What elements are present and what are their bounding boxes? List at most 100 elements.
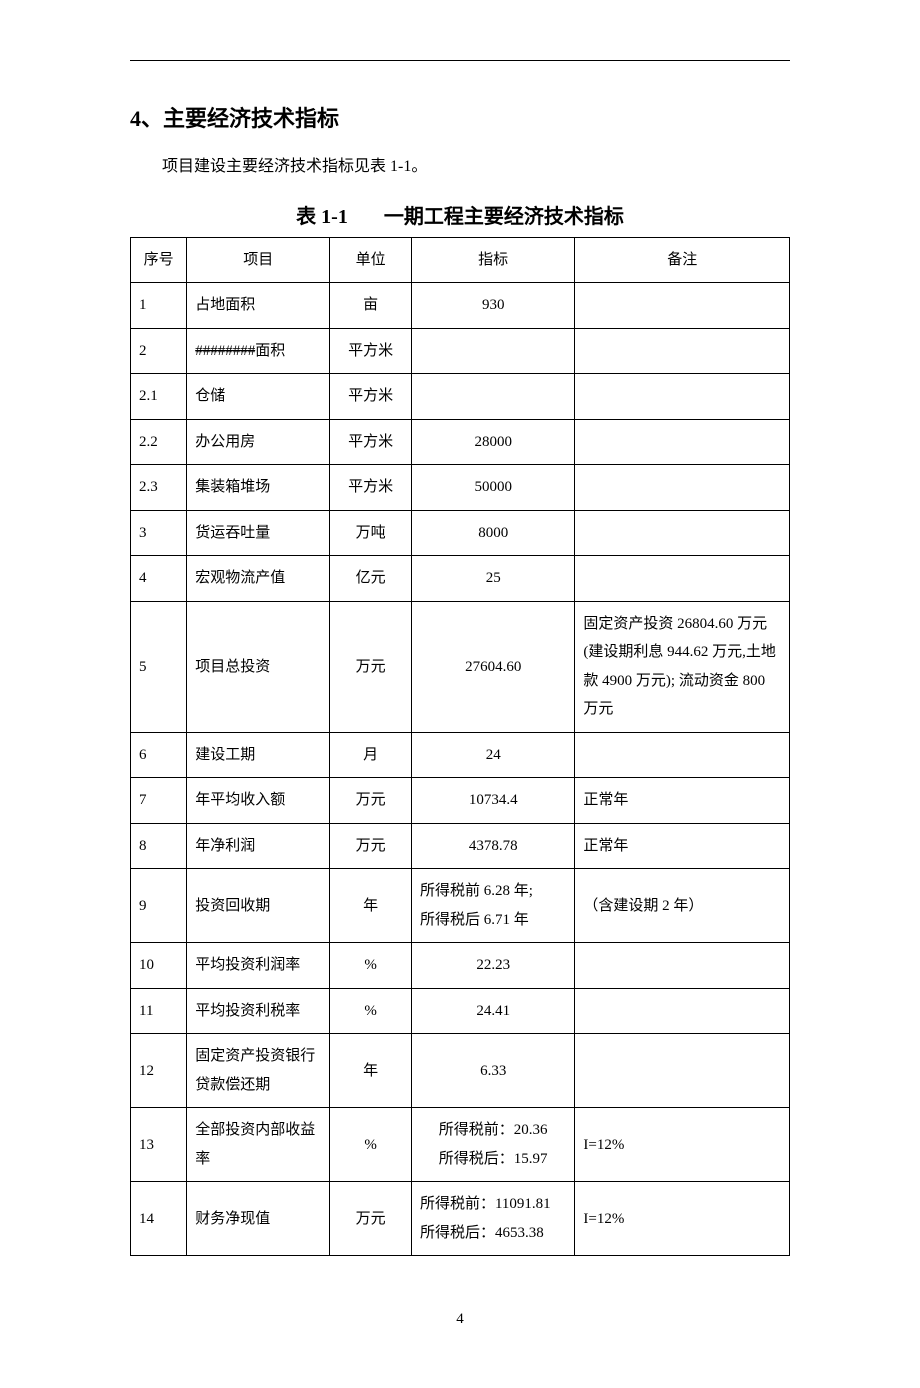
cell-metric: 所得税前 6.28 年;所得税后 6.71 年: [411, 869, 574, 943]
cell-note: [575, 328, 790, 374]
cell-seq: 2.1: [131, 374, 187, 420]
cell-seq: 14: [131, 1182, 187, 1256]
cell-item: 投资回收期: [187, 869, 330, 943]
table-row: 2########面积平方米: [131, 328, 790, 374]
col-header-metric: 指标: [411, 237, 574, 283]
cell-metric: 24: [411, 732, 574, 778]
cell-metric: 930: [411, 283, 574, 329]
cell-unit: 亿元: [330, 556, 412, 602]
table-row: 1占地面积亩930: [131, 283, 790, 329]
cell-item: 集装箱堆场: [187, 465, 330, 511]
top-rule: [130, 60, 790, 61]
table-header-row: 序号 项目 单位 指标 备注: [131, 237, 790, 283]
table-row: 12固定资产投资银行贷款偿还期年6.33: [131, 1034, 790, 1108]
cell-note: [575, 374, 790, 420]
cell-metric: 25: [411, 556, 574, 602]
table-row: 14财务净现值万元所得税前：11091.81所得税后：4653.38I=12%: [131, 1182, 790, 1256]
cell-note: [575, 556, 790, 602]
cell-note: [575, 1034, 790, 1108]
cell-seq: 2.3: [131, 465, 187, 511]
cell-note: [575, 988, 790, 1034]
table-row: 13全部投资内部收益率%所得税前：20.36所得税后：15.97I=12%: [131, 1108, 790, 1182]
cell-unit: 亩: [330, 283, 412, 329]
cell-unit: 平方米: [330, 465, 412, 511]
cell-metric: 8000: [411, 510, 574, 556]
cell-metric: 10734.4: [411, 778, 574, 824]
cell-seq: 9: [131, 869, 187, 943]
cell-metric: 所得税前：20.36所得税后：15.97: [411, 1108, 574, 1182]
cell-note: I=12%: [575, 1182, 790, 1256]
cell-seq: 4: [131, 556, 187, 602]
cell-seq: 12: [131, 1034, 187, 1108]
table-row: 2.1仓储平方米: [131, 374, 790, 420]
cell-unit: 月: [330, 732, 412, 778]
cell-note: I=12%: [575, 1108, 790, 1182]
cell-item: 建设工期: [187, 732, 330, 778]
cell-note: [575, 465, 790, 511]
indicators-table: 序号 项目 单位 指标 备注 1占地面积亩9302########面积平方米2.…: [130, 237, 790, 1257]
section-title: 4、主要经济技术指标: [130, 101, 790, 133]
cell-seq: 6: [131, 732, 187, 778]
cell-unit: 万元: [330, 778, 412, 824]
cell-unit: 万元: [330, 823, 412, 869]
table-row: 8年净利润万元4378.78正常年: [131, 823, 790, 869]
document-page: 4、主要经济技术指标 项目建设主要经济技术指标见表 1-1。 表 1-1 一期工程…: [0, 0, 920, 1388]
table-row: 11平均投资利税率%24.41: [131, 988, 790, 1034]
cell-note: 正常年: [575, 823, 790, 869]
cell-metric: [411, 328, 574, 374]
cell-note: [575, 943, 790, 989]
cell-note: [575, 283, 790, 329]
cell-seq: 2.2: [131, 419, 187, 465]
table-caption-title: 一期工程主要经济技术指标: [384, 206, 624, 228]
cell-seq: 11: [131, 988, 187, 1034]
cell-item: 全部投资内部收益率: [187, 1108, 330, 1182]
cell-item: 宏观物流产值: [187, 556, 330, 602]
cell-unit: 万吨: [330, 510, 412, 556]
cell-metric: 4378.78: [411, 823, 574, 869]
cell-unit: %: [330, 1108, 412, 1182]
cell-metric: 27604.60: [411, 601, 574, 732]
cell-item: ########面积: [187, 328, 330, 374]
cell-unit: 年: [330, 1034, 412, 1108]
cell-unit: %: [330, 988, 412, 1034]
table-row: 10平均投资利润率%22.23: [131, 943, 790, 989]
cell-seq: 1: [131, 283, 187, 329]
table-row: 5项目总投资万元27604.60固定资产投资 26804.60 万元(建设期利息…: [131, 601, 790, 732]
table-row: 7年平均收入额万元10734.4正常年: [131, 778, 790, 824]
cell-item: 固定资产投资银行贷款偿还期: [187, 1034, 330, 1108]
cell-seq: 10: [131, 943, 187, 989]
table-row: 2.3集装箱堆场平方米50000: [131, 465, 790, 511]
cell-item: 年净利润: [187, 823, 330, 869]
table-body: 1占地面积亩9302########面积平方米2.1仓储平方米2.2办公用房平方…: [131, 283, 790, 1256]
cell-unit: 万元: [330, 601, 412, 732]
cell-metric: 所得税前：11091.81所得税后：4653.38: [411, 1182, 574, 1256]
cell-metric: 28000: [411, 419, 574, 465]
cell-metric: [411, 374, 574, 420]
cell-metric: 24.41: [411, 988, 574, 1034]
cell-unit: 年: [330, 869, 412, 943]
col-header-unit: 单位: [330, 237, 412, 283]
cell-note: [575, 419, 790, 465]
cell-metric: 50000: [411, 465, 574, 511]
cell-seq: 7: [131, 778, 187, 824]
cell-unit: 平方米: [330, 419, 412, 465]
intro-paragraph: 项目建设主要经济技术指标见表 1-1。: [130, 153, 790, 182]
table-caption: 表 1-1 一期工程主要经济技术指标: [130, 200, 790, 229]
table-caption-label: 表 1-1: [296, 206, 348, 228]
cell-item: 平均投资利税率: [187, 988, 330, 1034]
table-row: 2.2办公用房平方米28000: [131, 419, 790, 465]
cell-unit: %: [330, 943, 412, 989]
col-header-seq: 序号: [131, 237, 187, 283]
cell-item: 办公用房: [187, 419, 330, 465]
cell-unit: 平方米: [330, 328, 412, 374]
cell-note: 固定资产投资 26804.60 万元(建设期利息 944.62 万元,土地款 4…: [575, 601, 790, 732]
cell-note: 正常年: [575, 778, 790, 824]
cell-item: 年平均收入额: [187, 778, 330, 824]
cell-item: 财务净现值: [187, 1182, 330, 1256]
cell-note: [575, 510, 790, 556]
cell-unit: 万元: [330, 1182, 412, 1256]
cell-item: 项目总投资: [187, 601, 330, 732]
cell-item: 占地面积: [187, 283, 330, 329]
cell-item: 平均投资利润率: [187, 943, 330, 989]
table-row: 3货运吞吐量万吨8000: [131, 510, 790, 556]
